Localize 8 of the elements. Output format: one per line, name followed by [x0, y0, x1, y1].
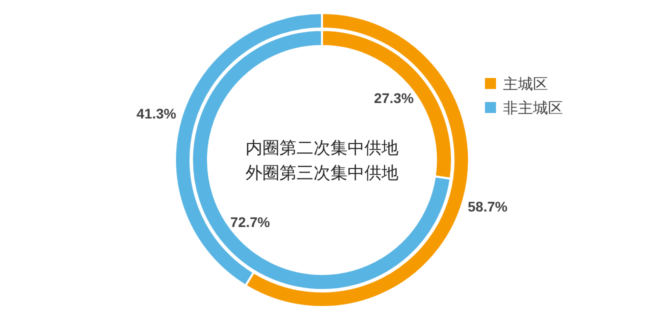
data-label: 27.3% — [374, 90, 414, 106]
legend-label: 主城区 — [503, 76, 548, 93]
text: 外圈第三次集中供地 — [246, 164, 398, 182]
data-label: 41.3% — [136, 106, 177, 122]
text: 内圈第二次集中供地 — [246, 138, 398, 158]
data-label: 72.7% — [230, 214, 271, 230]
data-label: 58.7% — [468, 198, 508, 214]
legend-label: 非主城区 — [503, 100, 563, 117]
